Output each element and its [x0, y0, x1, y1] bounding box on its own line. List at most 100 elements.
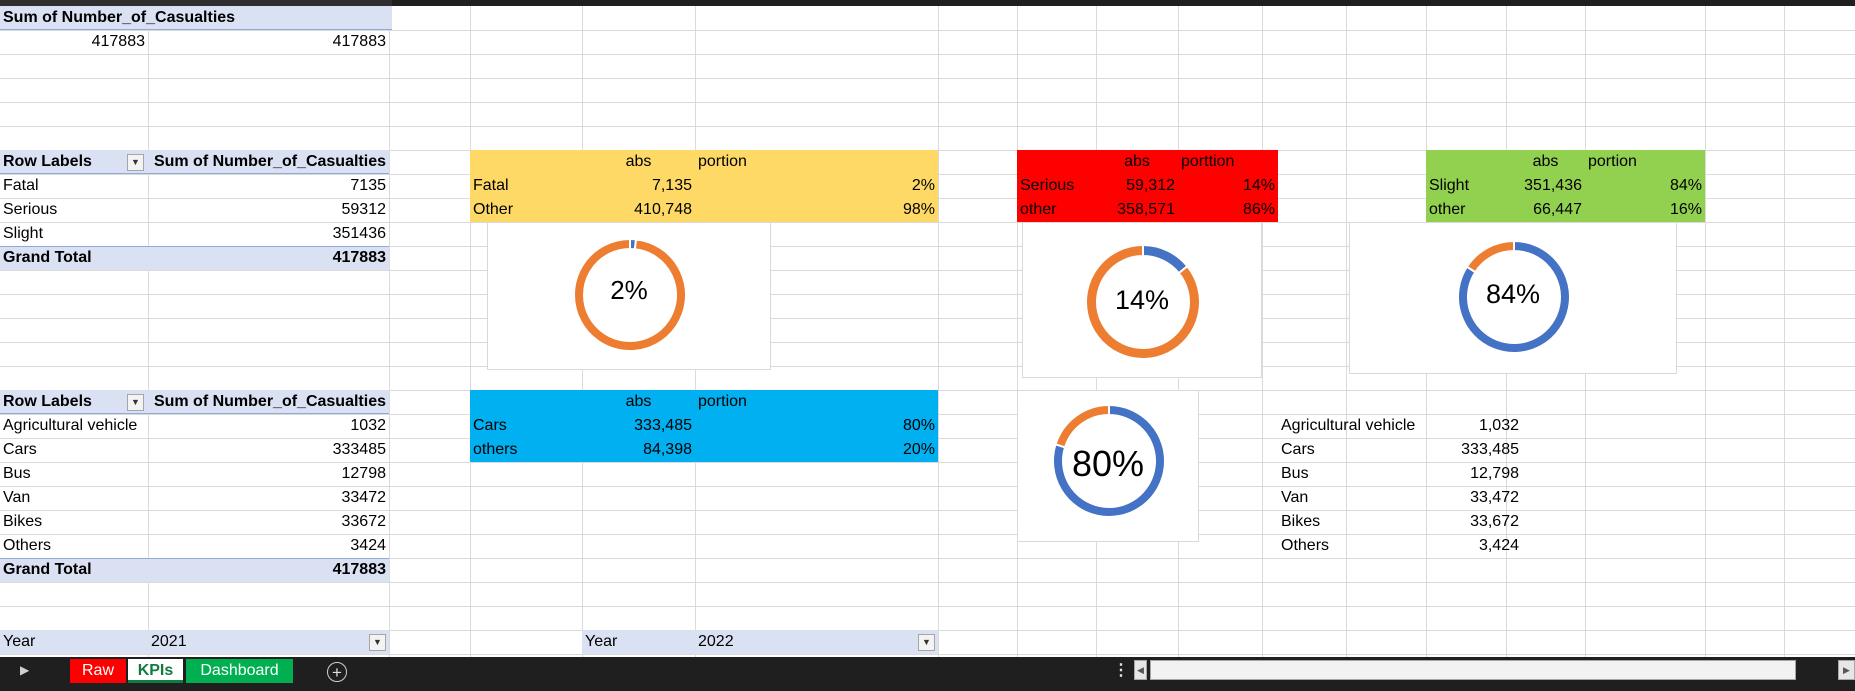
- pivot-severity-value-header[interactable]: Sum of Number_of_Casualties: [153, 153, 386, 170]
- dropdown-arrow-icon[interactable]: ▼: [127, 154, 144, 171]
- kpi-cars-row-abs[interactable]: 333,485: [634, 417, 692, 434]
- worksheet-grid[interactable]: Sum of Number_of_Casualties 417883 41788…: [0, 6, 1855, 657]
- tab-kpis[interactable]: KPIs: [128, 659, 183, 683]
- donut-chart-fatal[interactable]: 2%: [487, 222, 771, 370]
- donut-slice-1[interactable]: [1085, 243, 1201, 360]
- pivot-severity-row-value[interactable]: 59312: [341, 201, 387, 218]
- vehicle-list-label[interactable]: Van: [1281, 489, 1309, 506]
- pivot-total-header[interactable]: Sum of Number_of_Casualties: [3, 9, 236, 26]
- scroll-right-arrow-icon[interactable]: ▶: [1838, 660, 1855, 680]
- kpi-serious-abs-header[interactable]: abs: [1124, 153, 1150, 170]
- pivot-severity-row-value[interactable]: 7135: [350, 177, 386, 194]
- vehicle-list-label[interactable]: Bus: [1281, 465, 1309, 482]
- horizontal-scrollbar[interactable]: [1150, 660, 1796, 680]
- kpi-cars-row-portion[interactable]: 80%: [902, 417, 935, 434]
- vehicle-list-value[interactable]: 3,424: [1478, 537, 1519, 554]
- vehicle-list-value[interactable]: 333,485: [1461, 441, 1519, 458]
- filter-icon[interactable]: ▼: [918, 634, 935, 651]
- kpi-cars-row-abs[interactable]: 84,398: [643, 441, 692, 458]
- pivot-vehicle-row-value[interactable]: 33472: [341, 489, 387, 506]
- filter-year-value[interactable]: 2022: [698, 633, 734, 650]
- tab-raw[interactable]: Raw: [70, 659, 126, 683]
- pivot-severity-row-value[interactable]: 351436: [332, 225, 386, 242]
- kpi-fatal-row-label[interactable]: Fatal: [473, 177, 509, 194]
- donut-chart-serious[interactable]: 14%: [1022, 222, 1262, 378]
- kpi-serious-row-abs[interactable]: 358,571: [1117, 201, 1175, 218]
- pivot-severity-row-label[interactable]: Fatal: [3, 177, 39, 194]
- vehicle-list-label[interactable]: Bikes: [1281, 513, 1321, 530]
- kpi-fatal-row-label[interactable]: Other: [473, 201, 514, 218]
- kpi-slight-row-abs[interactable]: 66,447: [1533, 201, 1582, 218]
- plus-circle-icon[interactable]: +: [327, 662, 347, 682]
- kpi-slight-portion-header[interactable]: portion: [1588, 153, 1637, 170]
- pivot-vehicle-row-value[interactable]: 1032: [350, 417, 386, 434]
- kpi-fatal-row-abs[interactable]: 7,135: [651, 177, 692, 194]
- kpi-cars-row-label[interactable]: Cars: [473, 417, 507, 434]
- donut-chart-slight[interactable]: 84%: [1349, 222, 1677, 374]
- donut-slice-1[interactable]: [1465, 239, 1515, 274]
- donut-slice-0[interactable]: [1052, 403, 1166, 518]
- kpi-serious-row-portion[interactable]: 14%: [1242, 177, 1275, 194]
- filter-year-value[interactable]: 2021: [151, 633, 187, 650]
- pivot-vehicle-value-header[interactable]: Sum of Number_of_Casualties: [153, 393, 386, 410]
- pivot-total-value-b[interactable]: 417883: [332, 33, 386, 50]
- filter-icon[interactable]: ▼: [369, 634, 386, 651]
- tab-label: Dashboard: [200, 662, 279, 679]
- pivot-severity-grand-total-label[interactable]: Grand Total: [3, 249, 92, 266]
- kpi-fatal-row-portion[interactable]: 98%: [902, 201, 935, 218]
- pivot-vehicle-row-label[interactable]: Bikes: [3, 513, 43, 530]
- kpi-cars-row-portion[interactable]: 20%: [902, 441, 935, 458]
- kpi-slight-row-portion[interactable]: 84%: [1669, 177, 1702, 194]
- kpi-slight-row-label[interactable]: other: [1429, 201, 1466, 218]
- kpi-fatal-row-abs[interactable]: 410,748: [634, 201, 692, 218]
- kpi-serious-row-portion[interactable]: 86%: [1242, 201, 1275, 218]
- pivot-severity-row-labels[interactable]: Row Labels: [3, 153, 92, 170]
- pivot-vehicle-row-label[interactable]: Van: [3, 489, 31, 506]
- pivot-vehicle-row-labels[interactable]: Row Labels: [3, 393, 92, 410]
- kpi-fatal-portion-header[interactable]: portion: [698, 153, 747, 170]
- pivot-severity-row-label[interactable]: Slight: [3, 225, 44, 242]
- pivot-vehicle-row-label[interactable]: Cars: [3, 441, 37, 458]
- pivot-vehicle-row-label[interactable]: Agricultural vehicle: [3, 417, 138, 434]
- kpi-cars-abs-header[interactable]: abs: [625, 393, 652, 410]
- scroll-left-arrow-icon[interactable]: ◀: [1134, 660, 1147, 680]
- kpi-slight-row-label[interactable]: Slight: [1429, 177, 1470, 194]
- vehicle-list-label[interactable]: Agricultural vehicle: [1281, 417, 1416, 434]
- kpi-slight-row-portion[interactable]: 16%: [1669, 201, 1702, 218]
- vehicle-list-label[interactable]: Cars: [1281, 441, 1315, 458]
- pivot-total-value-a[interactable]: 417883: [91, 33, 145, 50]
- donut-chart-cars[interactable]: 80%: [1017, 390, 1199, 542]
- tab-scroll-left-icon[interactable]: ▶: [20, 663, 30, 677]
- pivot-vehicle-grand-total-label[interactable]: Grand Total: [3, 561, 92, 578]
- vehicle-list-value[interactable]: 33,672: [1470, 513, 1519, 530]
- pivot-vehicle-row-value[interactable]: 3424: [350, 537, 386, 554]
- pivot-vehicle-row-label[interactable]: Bus: [3, 465, 31, 482]
- pivot-severity-row-label[interactable]: Serious: [3, 201, 58, 218]
- pivot-severity-grand-total-value[interactable]: 417883: [332, 249, 386, 266]
- pivot-vehicle-row-label[interactable]: Others: [3, 537, 52, 554]
- kpi-fatal-row-portion[interactable]: 2%: [911, 177, 935, 194]
- pivot-vehicle-grand-total-value[interactable]: 417883: [332, 561, 386, 578]
- kpi-fatal-abs-header[interactable]: abs: [625, 153, 652, 170]
- kpi-serious-portion-header[interactable]: porttion: [1181, 153, 1235, 170]
- vehicle-list-value[interactable]: 1,032: [1478, 417, 1519, 434]
- donut-slice-0[interactable]: [1142, 243, 1189, 275]
- pivot-vehicle-row-value[interactable]: 33672: [341, 513, 387, 530]
- kpi-serious-row-abs[interactable]: 59,312: [1126, 177, 1175, 194]
- kpi-slight-abs-header[interactable]: abs: [1532, 153, 1559, 170]
- vertical-ellipsis-icon[interactable]: ⋮: [1113, 662, 1129, 679]
- donut-slice-1[interactable]: [1054, 403, 1110, 449]
- donut-slice-1[interactable]: [573, 237, 687, 352]
- kpi-cars-row-label[interactable]: others: [473, 441, 518, 458]
- kpi-slight-row-abs[interactable]: 351,436: [1524, 177, 1582, 194]
- kpi-cars-portion-header[interactable]: portion: [698, 393, 747, 410]
- filter-icon[interactable]: ▼: [127, 394, 144, 411]
- pivot-vehicle-row-value[interactable]: 12798: [341, 465, 387, 482]
- vehicle-list-value[interactable]: 12,798: [1470, 465, 1519, 482]
- kpi-serious-row-label[interactable]: other: [1020, 201, 1057, 218]
- kpi-serious-row-label[interactable]: Serious: [1020, 177, 1075, 194]
- pivot-vehicle-row-value[interactable]: 333485: [332, 441, 386, 458]
- tab-dashboard[interactable]: Dashboard: [186, 659, 293, 683]
- vehicle-list-value[interactable]: 33,472: [1470, 489, 1519, 506]
- vehicle-list-label[interactable]: Others: [1281, 537, 1330, 554]
